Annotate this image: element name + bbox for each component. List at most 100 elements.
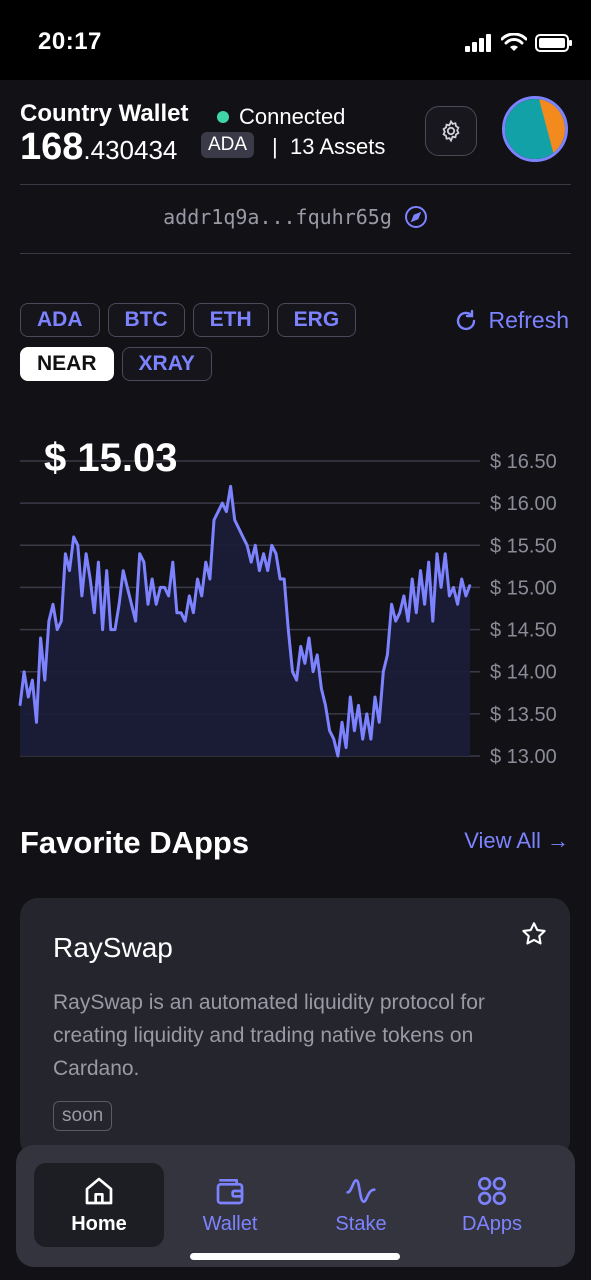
refresh-label: Refresh bbox=[488, 307, 569, 333]
activity-icon bbox=[346, 1178, 376, 1203]
price-point bbox=[436, 552, 438, 555]
avatar-image bbox=[505, 99, 565, 159]
currency-badge: ADA bbox=[201, 132, 255, 158]
price-point bbox=[130, 603, 133, 606]
price-point bbox=[238, 527, 240, 530]
price-point bbox=[44, 679, 46, 681]
price-point bbox=[291, 670, 294, 673]
price-point bbox=[188, 595, 191, 597]
price-point bbox=[72, 536, 75, 538]
price-point bbox=[31, 679, 34, 681]
price-point bbox=[275, 552, 277, 555]
compass-icon[interactable] bbox=[404, 205, 428, 229]
price-point bbox=[196, 578, 199, 580]
price-point bbox=[126, 586, 129, 589]
dapp-description: RaySwap is an automated liquidity protoc… bbox=[53, 991, 485, 1080]
price-point bbox=[316, 654, 319, 656]
price-point bbox=[440, 586, 442, 589]
price-point bbox=[349, 696, 352, 698]
price-point bbox=[147, 603, 149, 606]
price-point bbox=[122, 569, 124, 572]
price-point bbox=[423, 603, 426, 606]
price-point bbox=[138, 552, 141, 555]
address-text: addr1q9a...fquhr65g bbox=[163, 205, 392, 229]
price-point bbox=[287, 628, 290, 631]
price-point bbox=[110, 628, 112, 631]
token-chip-erg[interactable]: ERG bbox=[276, 303, 357, 337]
token-chip-xray[interactable]: XRAY bbox=[121, 347, 212, 381]
balance-decimal: .430434 bbox=[83, 135, 178, 165]
price-point bbox=[448, 595, 451, 597]
price-point bbox=[254, 544, 257, 547]
price-point bbox=[184, 620, 186, 622]
dapp-card[interactable]: RaySwap RaySwap is an automated liquidit… bbox=[20, 898, 570, 1158]
status-time: 20:17 bbox=[38, 28, 102, 55]
wifi-icon bbox=[501, 33, 527, 51]
token-chip-ada[interactable]: ADA bbox=[20, 303, 100, 337]
y-tick-label: $ 13.00 bbox=[490, 746, 557, 768]
price-point bbox=[366, 713, 368, 715]
price-point bbox=[419, 569, 422, 572]
price-point bbox=[163, 586, 166, 589]
price-point bbox=[262, 552, 265, 555]
price-point bbox=[390, 603, 393, 606]
price-point bbox=[246, 544, 248, 547]
price-point bbox=[399, 611, 401, 614]
price-point bbox=[308, 637, 310, 639]
asset-count: | 13 Assets bbox=[272, 134, 386, 159]
price-point bbox=[60, 620, 63, 622]
view-all-link[interactable]: View All → bbox=[464, 828, 569, 853]
wallet-address[interactable]: addr1q9a...fquhr65g bbox=[0, 205, 591, 229]
nav-home-label: Home bbox=[71, 1212, 127, 1235]
price-point bbox=[229, 485, 232, 488]
price-point bbox=[382, 670, 385, 673]
wallet-name: Country Wallet bbox=[20, 100, 189, 127]
nav-wallet-label: Wallet bbox=[202, 1212, 258, 1235]
status-badge: soon bbox=[53, 1101, 113, 1131]
price-point bbox=[361, 738, 364, 740]
asset-count-label: 13 Assets bbox=[289, 134, 386, 159]
favorites-title: Favorite DApps bbox=[20, 825, 250, 860]
token-chip-eth[interactable]: ETH bbox=[192, 303, 269, 337]
price-point bbox=[250, 561, 252, 563]
star-icon[interactable] bbox=[520, 920, 548, 948]
price-point bbox=[101, 628, 104, 631]
price-point bbox=[242, 536, 244, 538]
price-point bbox=[324, 704, 327, 707]
nav-stake[interactable]: Stake bbox=[296, 1163, 426, 1247]
price-point bbox=[97, 561, 100, 563]
price-point bbox=[134, 620, 137, 622]
price-point bbox=[68, 569, 71, 572]
nav-wallet[interactable]: Wallet bbox=[165, 1163, 295, 1247]
price-point bbox=[176, 611, 178, 614]
price-point bbox=[159, 586, 162, 589]
y-tick-label: $ 14.00 bbox=[490, 662, 557, 684]
settings-button[interactable] bbox=[425, 106, 477, 156]
y-tick-label: $ 15.50 bbox=[490, 535, 557, 557]
price-point bbox=[460, 578, 463, 580]
price-point bbox=[403, 595, 405, 597]
wallet-icon bbox=[216, 1178, 244, 1204]
y-tick-label: $ 14.50 bbox=[490, 620, 557, 642]
nav-home[interactable]: Home bbox=[34, 1163, 164, 1247]
price-point bbox=[394, 620, 397, 622]
price-point bbox=[233, 519, 236, 521]
price-point bbox=[217, 510, 219, 513]
nav-dapps[interactable]: DApps bbox=[427, 1163, 557, 1247]
price-point bbox=[432, 620, 434, 622]
refresh-button[interactable]: Refresh bbox=[454, 307, 569, 334]
price-point bbox=[266, 569, 269, 572]
price-point bbox=[85, 552, 87, 555]
price-point bbox=[221, 502, 224, 504]
price-point bbox=[93, 611, 96, 614]
price-point bbox=[213, 519, 215, 521]
price-point bbox=[192, 611, 195, 614]
price-point bbox=[89, 578, 91, 580]
token-chip-near[interactable]: NEAR bbox=[20, 347, 114, 381]
y-tick-label: $ 13.50 bbox=[490, 704, 557, 726]
avatar[interactable] bbox=[502, 96, 568, 162]
price-point bbox=[35, 721, 38, 724]
price-area bbox=[20, 486, 470, 756]
price-point bbox=[328, 729, 331, 732]
token-chip-btc[interactable]: BTC bbox=[107, 303, 185, 337]
